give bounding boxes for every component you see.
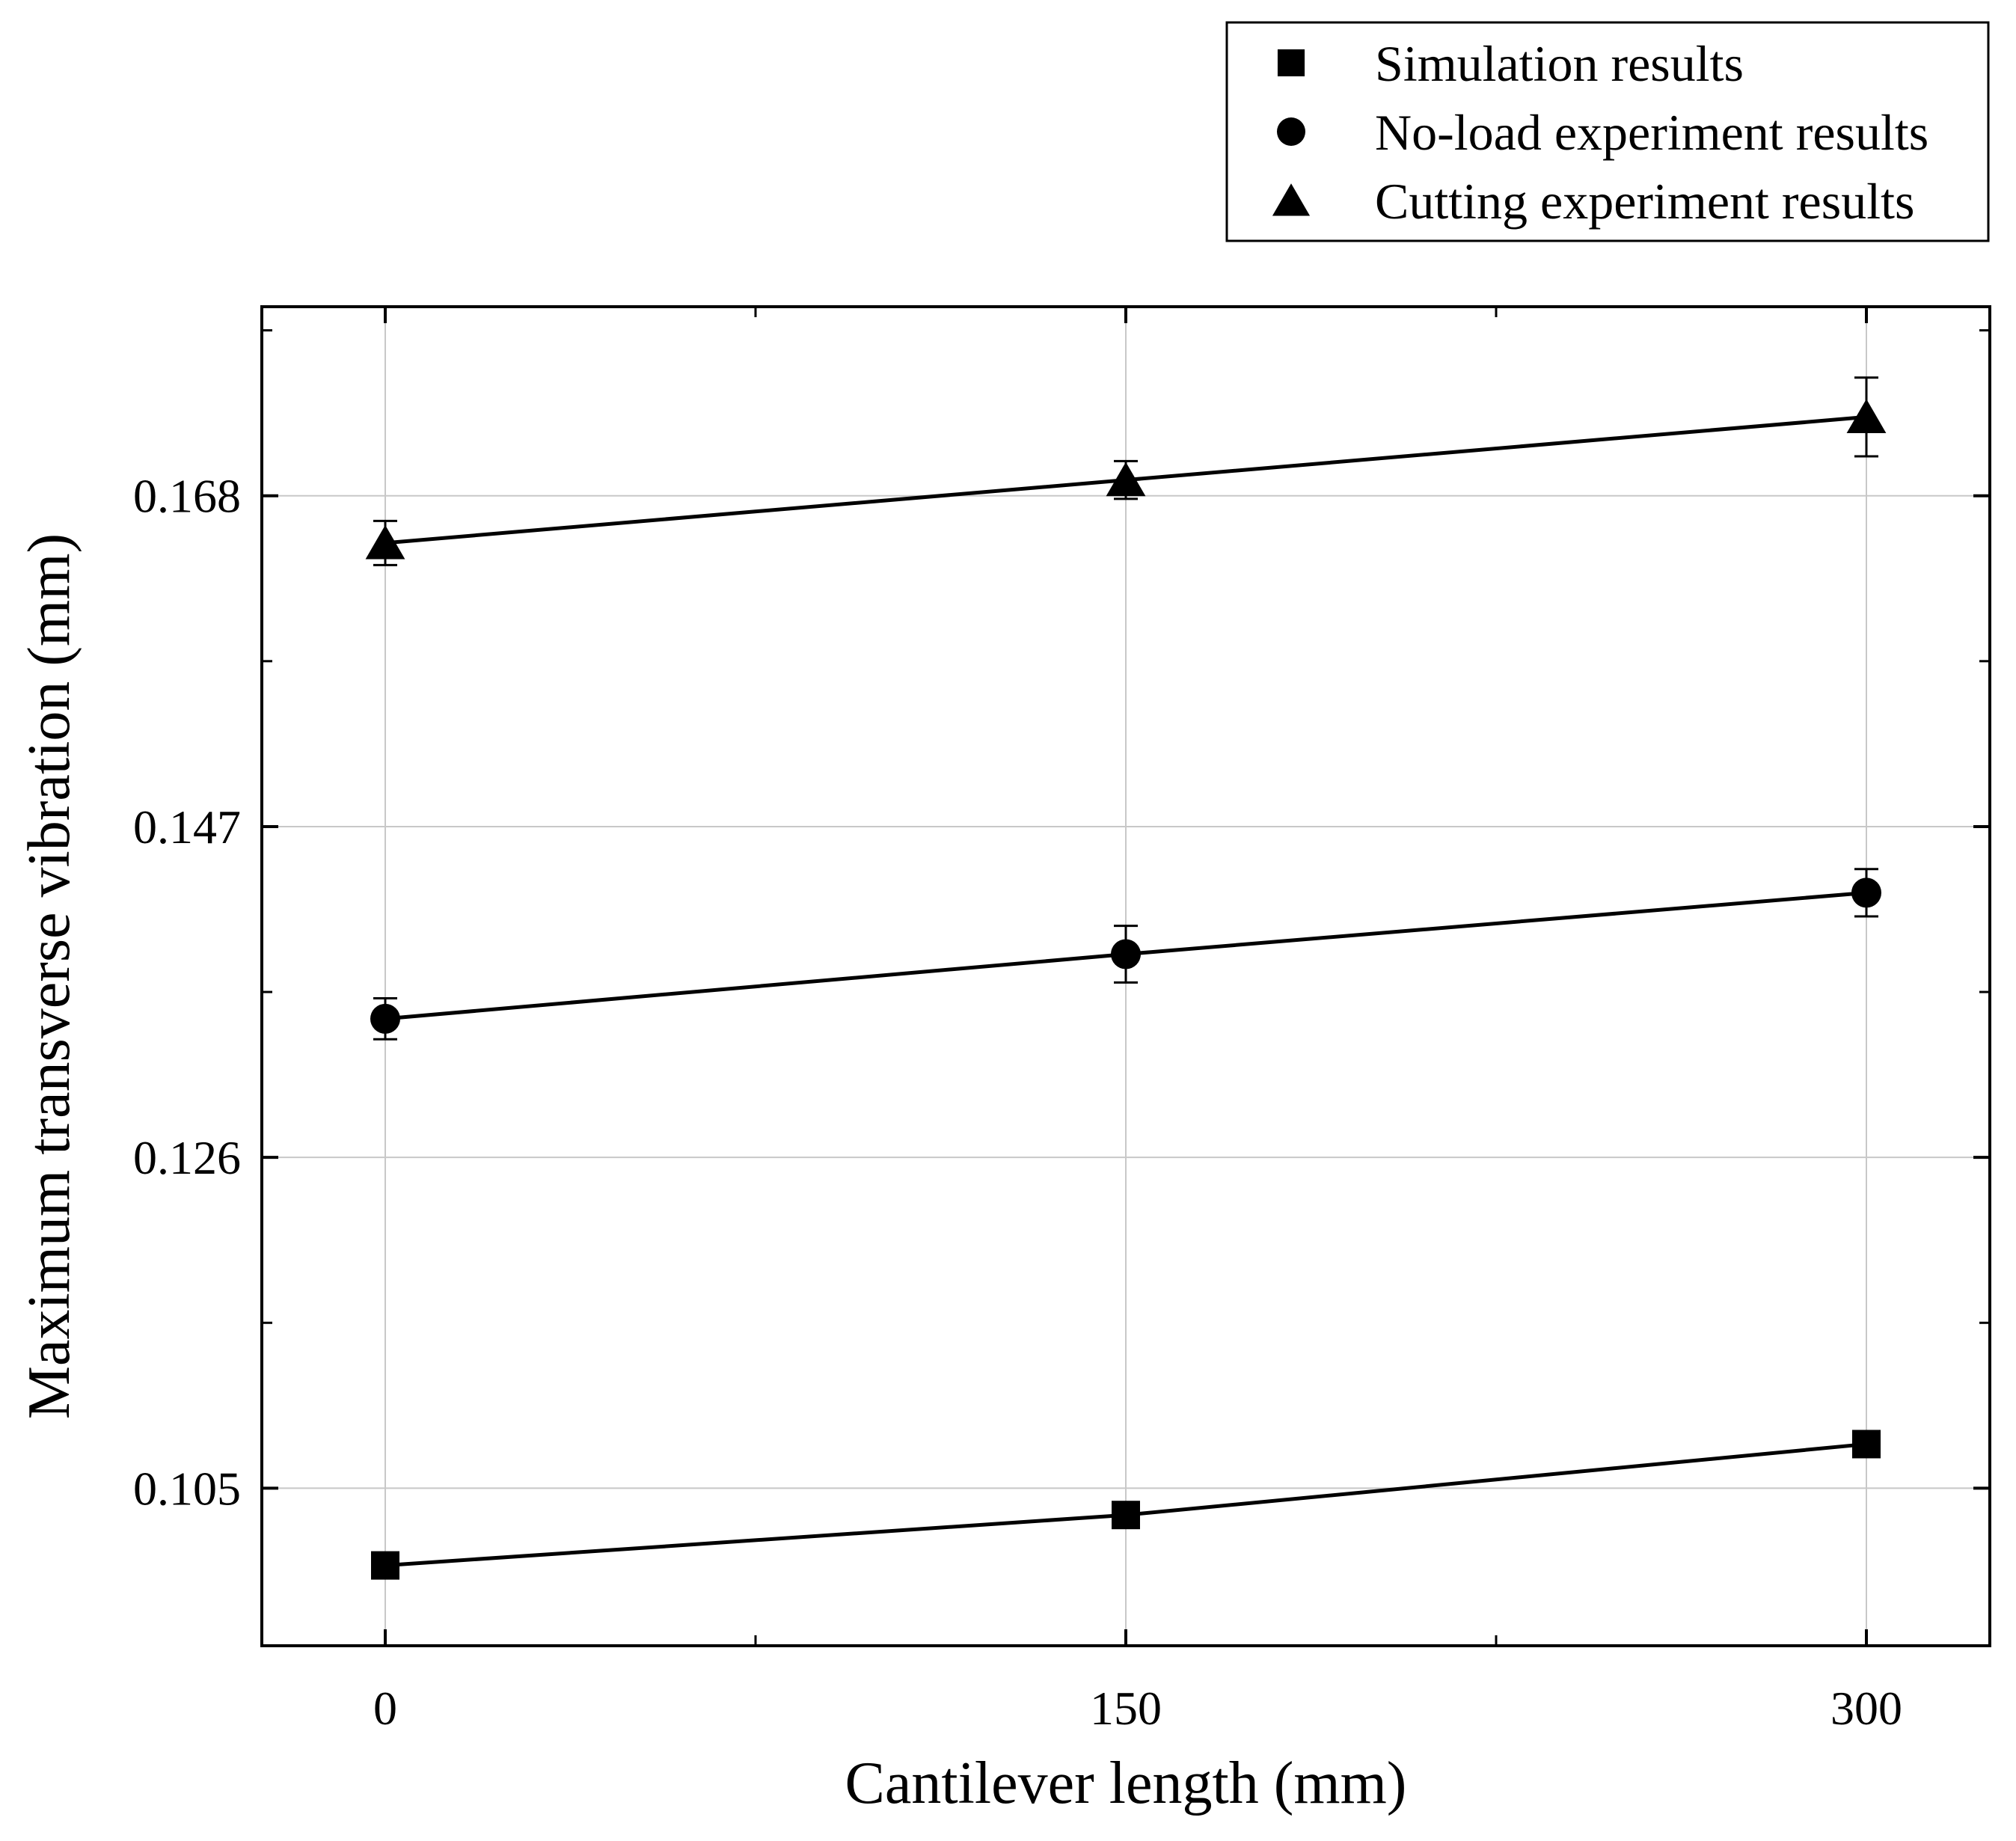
legend-box (1225, 21, 1990, 242)
x-tick-label: 0 (373, 1682, 397, 1735)
y-tick-labels: 0.105 0.126 0.147 0.168 (133, 470, 241, 1516)
circle-marker (1851, 877, 1881, 908)
series-circle (370, 868, 1881, 1041)
circle-marker (1277, 117, 1305, 146)
square-marker (1852, 1430, 1881, 1459)
legend-item: Simulation results (1277, 35, 1744, 92)
x-tick-labels: 0 150 300 (373, 1682, 1902, 1735)
series-square (371, 1430, 1881, 1580)
y-tick-label: 0.168 (133, 470, 241, 523)
triangle-marker (1272, 183, 1311, 216)
series-triangle (365, 376, 1887, 566)
legend-label: No-load experiment results (1375, 104, 1928, 161)
y-axis-title: Maximum transverse vibration (mm) (16, 533, 82, 1419)
axis-ticks (262, 307, 1990, 1646)
square-marker (1277, 49, 1305, 77)
x-tick-label: 150 (1090, 1682, 1162, 1735)
legend-label: Cutting experiment results (1375, 173, 1914, 230)
triangle-marker (1106, 462, 1146, 497)
legend-item: No-load experiment results (1277, 104, 1928, 161)
legend-label: Simulation results (1375, 35, 1744, 92)
y-tick-label: 0.147 (133, 800, 241, 854)
legend-item: Cutting experiment results (1272, 173, 1914, 230)
triangle-marker (1846, 399, 1887, 434)
data-series (365, 376, 1887, 1580)
circle-marker (370, 1003, 400, 1034)
x-tick-label: 300 (1830, 1682, 1902, 1735)
x-axis-title: Cantilever length (mm) (845, 1750, 1407, 1816)
triangle-marker (365, 524, 405, 560)
y-tick-label: 0.126 (133, 1131, 241, 1184)
circle-marker (1111, 939, 1141, 969)
legend: Simulation results No-load experiment res… (1225, 21, 1990, 242)
square-marker (371, 1551, 399, 1580)
square-marker (1112, 1501, 1140, 1530)
y-tick-label: 0.105 (133, 1462, 241, 1515)
